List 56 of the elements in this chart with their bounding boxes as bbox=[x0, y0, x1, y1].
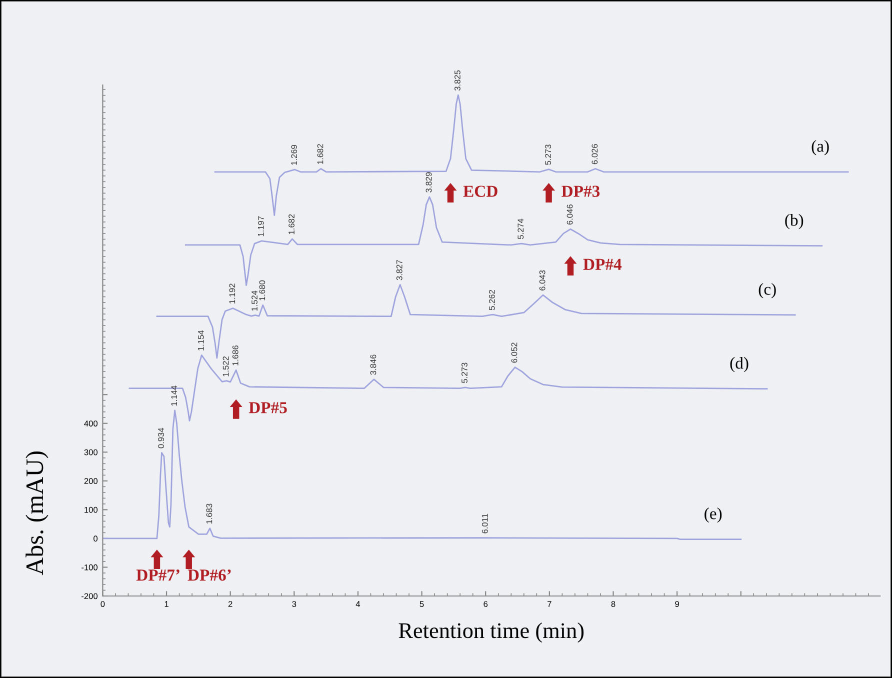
annotation: DP#5 bbox=[248, 402, 287, 414]
y-tick-label: -100 bbox=[82, 564, 98, 570]
annotation: 1.682 bbox=[317, 144, 324, 164]
x-tick-label: 9 bbox=[675, 601, 679, 607]
annotation: 1.192 bbox=[229, 284, 236, 304]
annotation: 1.683 bbox=[206, 504, 212, 524]
annotation: ECD bbox=[463, 186, 498, 197]
annotation: 5.273 bbox=[462, 362, 468, 383]
annotation: 3.846 bbox=[370, 354, 376, 375]
series-label: (a) bbox=[812, 140, 829, 156]
series-label: (c) bbox=[758, 283, 776, 298]
y-tick-label: 200 bbox=[84, 478, 98, 484]
x-tick-label: 7 bbox=[548, 601, 552, 607]
y-tick-label: 400 bbox=[84, 420, 98, 426]
x-tick-label: 1 bbox=[164, 601, 168, 607]
annotation: 1.154 bbox=[198, 330, 204, 350]
annotation: 1.680 bbox=[259, 280, 266, 300]
annotation: DP#4 bbox=[583, 258, 622, 270]
x-tick-label: 5 bbox=[420, 601, 424, 607]
annotation: DP#6’ bbox=[188, 569, 231, 581]
annotation: 6.011 bbox=[482, 514, 488, 534]
annotation: 1.524 bbox=[252, 290, 258, 311]
y-tick-label: 0 bbox=[94, 536, 98, 542]
y-tick-label: -200 bbox=[82, 593, 98, 600]
x-tick-label: 0 bbox=[100, 601, 105, 607]
annotation: 3.827 bbox=[396, 260, 402, 280]
y-tick-label: 100 bbox=[84, 506, 98, 513]
y-tick-label: 300 bbox=[84, 449, 98, 456]
series-label: (d) bbox=[730, 357, 748, 372]
series-label: (b) bbox=[785, 214, 804, 230]
annotation: 6.052 bbox=[511, 342, 518, 363]
x-tick-label: 8 bbox=[611, 601, 616, 607]
x-tick-label: 3 bbox=[292, 601, 296, 607]
x-tick-label: 6 bbox=[484, 601, 488, 607]
annotation: 5.273 bbox=[545, 144, 552, 165]
annotation: 1.682 bbox=[288, 214, 294, 234]
annotation: 1.197 bbox=[258, 216, 264, 236]
annotation: 1.269 bbox=[291, 144, 298, 165]
annotation: 1.522 bbox=[222, 356, 229, 376]
series-label: (e) bbox=[704, 508, 722, 523]
annotation: 6.046 bbox=[566, 204, 573, 225]
x-axis-title: Retention time (min) bbox=[398, 622, 584, 643]
annotation: 0.934 bbox=[158, 428, 164, 448]
annotation: 6.026 bbox=[592, 144, 598, 164]
annotation: 5.274 bbox=[518, 218, 524, 240]
annotation: 1.144 bbox=[171, 386, 177, 406]
annotation: 1.686 bbox=[232, 345, 238, 366]
annotation: 6.043 bbox=[539, 270, 546, 290]
annotation: DP#7’ bbox=[136, 569, 180, 581]
x-tick-label: 2 bbox=[228, 601, 232, 607]
annotation: DP#3 bbox=[562, 186, 600, 197]
y-axis-title: Abs. (mAU) bbox=[26, 452, 48, 576]
annotation: 5.262 bbox=[488, 290, 495, 310]
x-tick-label: 4 bbox=[356, 601, 360, 607]
annotation: 3.829 bbox=[426, 172, 432, 192]
annotation: 3.825 bbox=[454, 70, 460, 91]
